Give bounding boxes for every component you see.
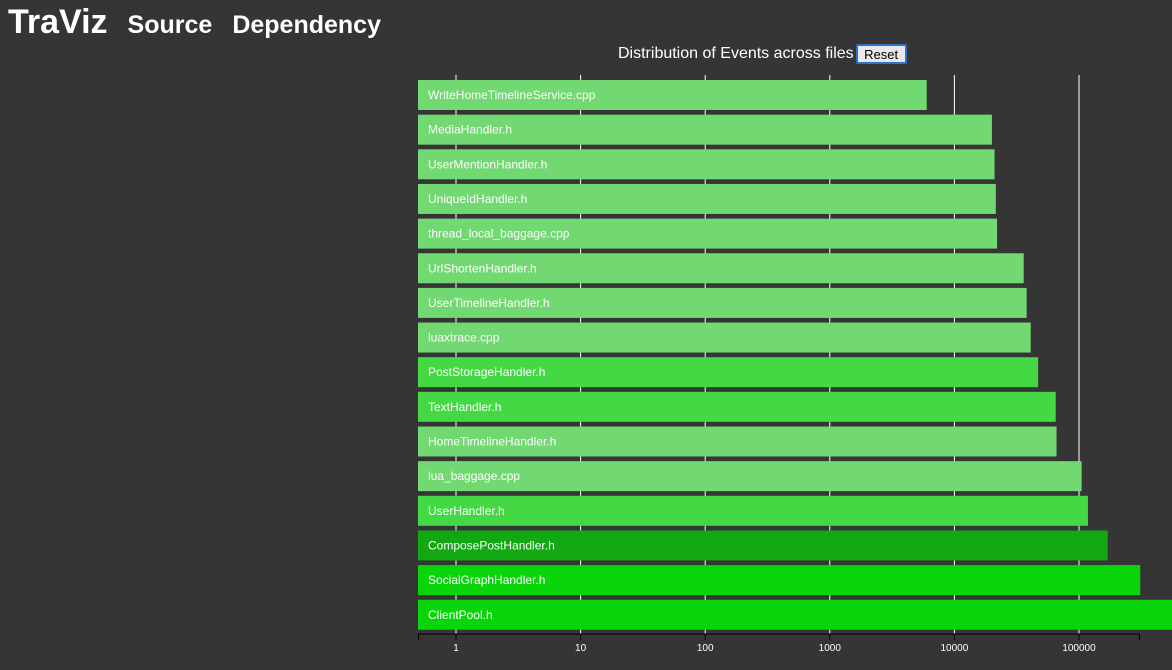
x-tick-label-100000: 100000: [1062, 643, 1096, 654]
bar-12[interactable]: [418, 496, 1088, 526]
bar-label-9: TextHandler.h: [428, 400, 501, 414]
chart-title-row: Distribution of Events across files Rese…: [618, 43, 907, 65]
bar-label-0: WriteHomeTimelineService.cpp: [428, 88, 596, 102]
bar-label-7: luaxtrace.cpp: [428, 331, 500, 345]
bar-label-11: lua_baggage.cpp: [428, 469, 520, 483]
bar-label-12: UserHandler.h: [428, 504, 505, 518]
bar-15[interactable]: [418, 600, 1172, 630]
bars: WriteHomeTimelineService.cpp MediaHandler…: [418, 80, 1172, 630]
bar-label-10: HomeTimelineHandler.h: [428, 435, 556, 449]
bar-label-4: thread_local_baggage.cpp: [428, 227, 570, 241]
bar-label-6: UserTimelineHandler.h: [428, 296, 550, 310]
x-axis: 1 10 100 1000 10000 100000: [418, 634, 1140, 654]
chart-title: Distribution of Events across files: [618, 45, 854, 63]
x-tick-label-10000: 10000: [940, 643, 968, 654]
bar-label-15: ClientPool.h: [428, 608, 493, 622]
x-tick-label-1000: 1000: [819, 643, 842, 654]
x-tick-label-100: 100: [697, 643, 714, 654]
reset-button[interactable]: Reset: [856, 44, 907, 64]
bar-label-8: PostStorageHandler.h: [428, 365, 545, 379]
bar-label-2: UserMentionHandler.h: [428, 157, 547, 171]
bar-9[interactable]: [418, 392, 1056, 422]
bar-label-3: UniqueIdHandler.h: [428, 192, 527, 206]
x-tick-label-10: 10: [575, 643, 587, 654]
bar-label-14: SocialGraphHandler.h: [428, 573, 545, 587]
x-tick-label-1: 1: [453, 643, 459, 654]
bar-label-13: ComposePostHandler.h: [428, 538, 555, 552]
bar-label-1: MediaHandler.h: [428, 123, 512, 137]
bar-label-5: UrlShortenHandler.h: [428, 261, 537, 275]
bar-7[interactable]: [418, 323, 1031, 353]
